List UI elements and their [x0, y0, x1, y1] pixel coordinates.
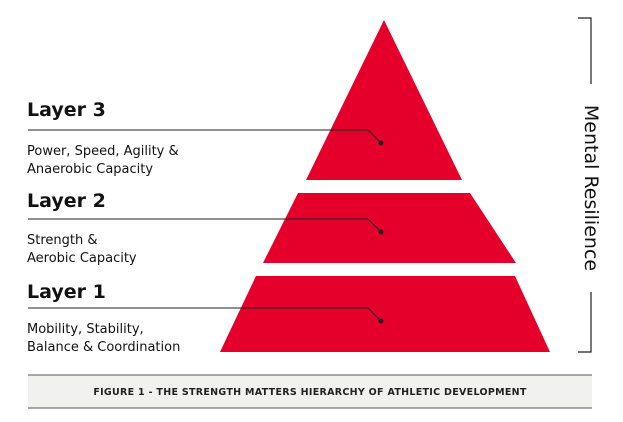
leader-dot	[378, 140, 384, 146]
pyramid-top	[306, 20, 462, 180]
layer-desc: Power, Speed, Agility &	[27, 144, 179, 159]
layer-title: Layer 1	[27, 281, 106, 303]
bracket-top	[578, 17, 592, 84]
side-label: Mental Resilience	[580, 105, 602, 271]
bracket-bottom	[578, 292, 592, 353]
leader-line	[28, 129, 382, 144]
layer-desc: Mobility, Stability,	[27, 322, 144, 337]
bracket	[578, 17, 592, 353]
leader-line	[28, 307, 382, 322]
leader-line	[28, 218, 382, 233]
layer-title: Layer 2	[27, 190, 106, 212]
layer-title: Layer 3	[27, 99, 106, 121]
layer-desc: Anaerobic Capacity	[27, 162, 153, 177]
layer-desc: Strength &	[27, 233, 98, 248]
caption-band	[28, 375, 592, 408]
pyramid-bottom	[220, 276, 550, 352]
leader-dot	[378, 318, 384, 324]
layer-desc: Balance & Coordination	[27, 340, 180, 355]
pyramid-middle	[263, 193, 516, 263]
caption: FIGURE 1 - THE STRENGTH MATTERS HIERARCH…	[93, 387, 527, 398]
leader-dot	[378, 229, 384, 235]
leaders	[28, 129, 382, 322]
layer-desc: Aerobic Capacity	[27, 251, 137, 266]
